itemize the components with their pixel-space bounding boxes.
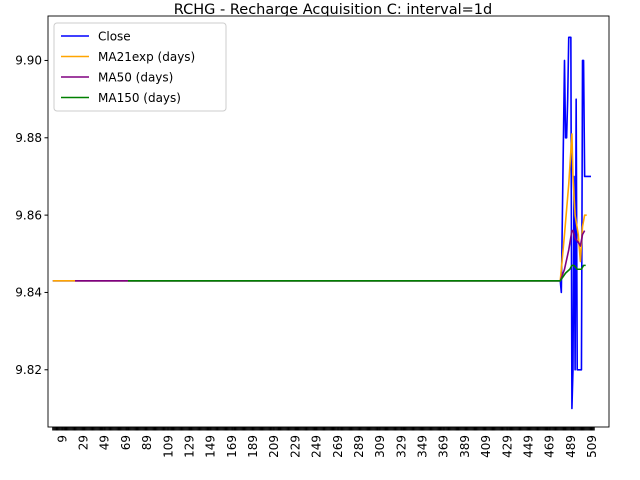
x-tick-label: 29: [76, 435, 90, 450]
x-tick-label: 469: [543, 435, 557, 458]
x-tick-label: 489: [564, 435, 578, 458]
legend: Close MA21exp (days) MA50 (days) MA150 (day…: [53, 22, 227, 112]
series-line-ma21exp-days: [52, 133, 587, 282]
y-tick-label: 9.90: [15, 54, 42, 68]
x-tick-label: 9: [55, 435, 69, 443]
x-tick-label: 349: [416, 435, 430, 458]
plot-border: [47, 15, 610, 428]
x-tick-label: 209: [267, 435, 281, 458]
legend-label: MA50 (days): [98, 70, 173, 84]
x-axis: 9 29 49 69 89 109 129 149 169 189 209 229 249 269 289 3…: [52, 427, 599, 458]
x-tick-label: 229: [288, 435, 302, 458]
series-layer: [52, 36, 591, 410]
x-tick-label: 289: [352, 435, 366, 458]
x-minor-ticks: [52, 427, 595, 431]
x-tick-label: 509: [585, 435, 599, 458]
y-tick-label: 9.88: [15, 131, 42, 145]
x-tick-label: 109: [161, 435, 175, 458]
x-tick-label: 389: [458, 435, 472, 458]
x-tick-label: 369: [437, 435, 451, 458]
x-tick-label: 69: [119, 435, 133, 450]
x-tick-label: 129: [182, 435, 196, 458]
x-tick-label: 329: [394, 435, 408, 458]
legend-box: [53, 22, 227, 112]
legend-label: Close: [98, 29, 131, 43]
x-tick-label: 429: [500, 435, 514, 458]
x-tick-label: 309: [373, 435, 387, 458]
x-tick-label: 89: [140, 435, 154, 450]
legend-label: MA21exp (days): [98, 50, 195, 64]
x-tick-label: 269: [331, 435, 345, 458]
series-line-close: [52, 36, 591, 410]
x-tick-label: 249: [310, 435, 324, 458]
x-tick-label: 189: [246, 435, 260, 458]
x-tick-label: 49: [98, 435, 112, 450]
series-line-ma50-days: [75, 229, 586, 282]
y-tick-label: 9.84: [15, 286, 42, 300]
x-tick-label: 149: [204, 435, 218, 458]
y-tick-label: 9.82: [15, 363, 42, 377]
chart-title: RCHG - Recharge Acquisition C: interval=…: [174, 2, 492, 18]
legend-label: MA150 (days): [98, 91, 181, 105]
x-tick-label: 169: [225, 435, 239, 458]
y-axis: 9.82 9.84 9.86 9.88 9.90: [15, 54, 48, 377]
x-tick-label: 409: [479, 435, 493, 458]
series-line-ma150-days: [127, 264, 586, 282]
x-tick-label: 449: [521, 435, 535, 458]
y-tick-label: 9.86: [15, 208, 42, 222]
